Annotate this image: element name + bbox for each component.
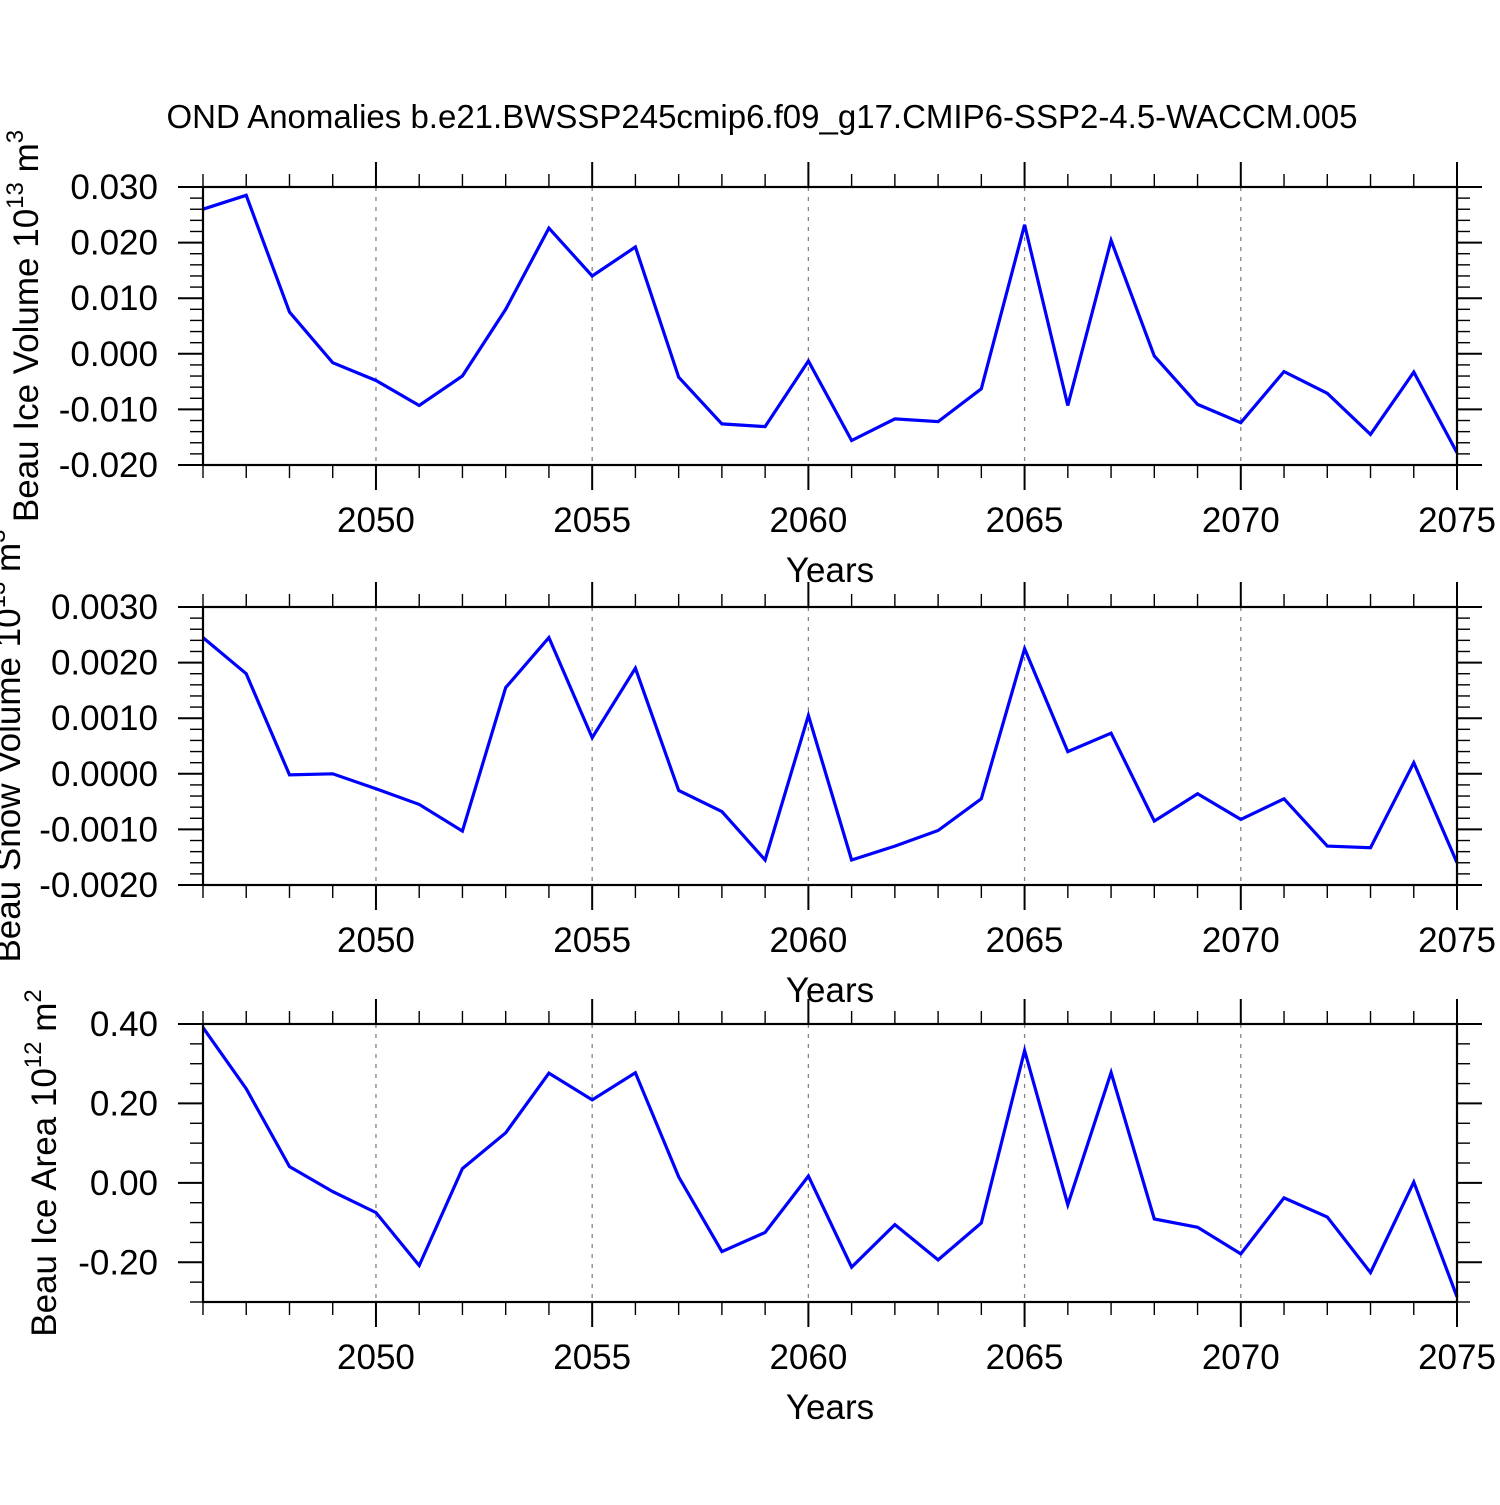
x-tick-label: 2065 [986, 501, 1064, 540]
y-tick-label: 0.0010 [51, 699, 158, 738]
x-tick-label: 2075 [1418, 921, 1496, 960]
x-tick-label: 2050 [337, 1338, 415, 1377]
y-tick-label: 0.20 [90, 1084, 158, 1123]
y-tick-label: 0.00 [90, 1164, 158, 1203]
x-tick-label: 2070 [1202, 1338, 1280, 1377]
y-axis-label: Beau Ice Volume 1013 m3 [2, 130, 46, 522]
y-tick-label: 0.0030 [51, 588, 158, 627]
y-tick-label: 0.020 [70, 224, 158, 263]
x-tick-label: 2055 [553, 501, 631, 540]
panel-beau-ice-area: 0.40 0.20 0.00 -0.20 2050 2055 2060 2065 2070 207… [20, 989, 1496, 1427]
panel-beau-snow-volume: 0.0030 0.0020 0.0010 0.0000 -0.0010 -0.0020 20… [0, 529, 1496, 1010]
y-tick-label: 0.000 [70, 335, 158, 374]
plot-border [201, 1022, 1459, 1304]
x-tick-label: 2060 [769, 501, 847, 540]
y-tick-label: 0.010 [70, 279, 158, 318]
x-tick-label: 2050 [337, 501, 415, 540]
data-line-beau-ice-volume [202, 193, 1459, 454]
y-axis-label: Beau Ice Area 1012 m2 [20, 989, 64, 1337]
x-tick-label: 2050 [337, 921, 415, 960]
x-tick-label: 2055 [553, 1338, 631, 1377]
y-tick-label: 0.0020 [51, 644, 158, 683]
y-tick-label: -0.0020 [39, 866, 158, 905]
plot-border [201, 605, 1459, 887]
x-tick-label: 2060 [769, 921, 847, 960]
x-tick-label: 2075 [1418, 501, 1496, 540]
x-tick-label: 2070 [1202, 501, 1280, 540]
y-tick-label: 0.0000 [51, 755, 158, 794]
data-line-beau-ice-area [201, 1026, 1459, 1298]
chart-title: OND Anomalies b.e21.BWSSP245cmip6.f09_g1… [167, 98, 1358, 135]
y-tick-label: -0.0010 [39, 810, 158, 849]
x-tick-label: 2065 [986, 1338, 1064, 1377]
y-tick-label: -0.20 [78, 1243, 158, 1282]
y-tick-label: -0.020 [59, 446, 158, 485]
x-tick-label: 2060 [769, 1338, 847, 1377]
y-tick-label: 0.40 [90, 1005, 158, 1044]
x-tick-label: 2065 [986, 921, 1064, 960]
panels-group: 0.030 0.020 0.010 0.000 -0.010 -0.020 2050 2055… [0, 130, 1496, 1427]
y-axis-label: Beau Snow Volume 1013 m3 [0, 529, 28, 962]
y-tick-label: -0.010 [59, 390, 158, 429]
x-tick-label: 2075 [1418, 1338, 1496, 1377]
x-axis-label-years: Years [786, 551, 874, 590]
x-tick-label: 2070 [1202, 921, 1280, 960]
panel-beau-ice-volume: 0.030 0.020 0.010 0.000 -0.010 -0.020 2050 2055… [2, 130, 1496, 590]
x-tick-label: 2055 [553, 921, 631, 960]
x-axis-label-years: Years [786, 1388, 874, 1427]
plot-border [201, 185, 1459, 467]
x-axis-label-years: Years [786, 971, 874, 1010]
y-tick-label: 0.030 [70, 168, 158, 207]
data-line-beau-snow-volume [201, 634, 1459, 864]
